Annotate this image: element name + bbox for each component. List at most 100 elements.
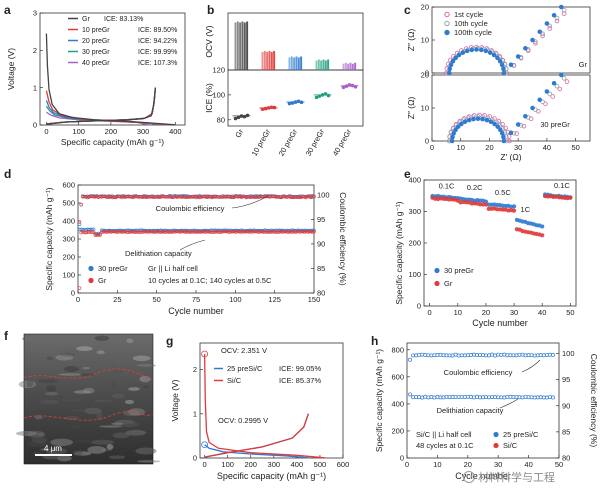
panel-a-y-tick-label: 0 xyxy=(33,121,37,130)
panel-h-y-tick-label: 600 xyxy=(391,372,404,381)
panel-c-x-tick-label: 30 xyxy=(514,143,522,152)
panel-d-ce-point xyxy=(183,195,187,199)
panel-label-b: b xyxy=(207,3,214,17)
panel-d-ce-point xyxy=(271,194,275,199)
panel-d-capacity-point xyxy=(85,230,90,235)
panel-b: OCV (V) ICE (%)80 100 120 Gr 10 preGr 20 preGr… xyxy=(204,12,364,158)
panel-d-ce-point xyxy=(239,194,244,199)
panel-b-category-label: 10 preGr xyxy=(250,127,273,158)
panel-d-ce-point xyxy=(214,194,219,199)
sem-texture xyxy=(94,335,110,341)
panel-d-capacity-point xyxy=(277,230,282,234)
panel-b-category-label: 20 preGr xyxy=(277,127,300,158)
panel-d-capacity-point xyxy=(150,230,154,234)
panel-d-right-y-tick-label: 80 xyxy=(317,289,325,298)
panel-c-y-tick-label: 10 xyxy=(421,104,429,113)
panel-e-x-tick-label: 50 xyxy=(566,308,574,317)
panel-d-ce-point xyxy=(181,195,186,199)
panel-d-capacity-point xyxy=(304,229,308,234)
panel-h-right-y-tick-label: 90 xyxy=(562,401,570,410)
panel-e-y-tick-label: 300 xyxy=(408,207,421,216)
sem-texture xyxy=(128,408,145,416)
panel-c-legend-marker xyxy=(444,20,450,27)
panel-d-capacity-point xyxy=(129,230,134,234)
panel-h-xlabel: Cycle number xyxy=(455,471,511,481)
panel-g-x-tick-label: 100 xyxy=(221,460,234,469)
panel-d-capacity-point xyxy=(293,230,297,234)
panel-d-capacity-point xyxy=(257,230,261,234)
panel-d-ce-point xyxy=(101,194,105,198)
panel-d-capacity-point xyxy=(244,229,249,234)
panel-d-capacity-point xyxy=(230,230,234,234)
panel-d-ce-point xyxy=(241,194,245,198)
panel-d-capacity-point xyxy=(276,230,280,234)
panel-d-ce-point xyxy=(178,195,182,199)
sem-texture xyxy=(111,422,124,426)
panel-e-legend-name: 30 preGr xyxy=(444,266,474,275)
panel-a-legend-name: 10 preGr xyxy=(82,27,110,34)
panel-c-point-bottom xyxy=(557,86,563,92)
panel-label-d: d xyxy=(4,167,11,181)
watermark-text: 材料科学与工程 xyxy=(478,470,555,484)
sem-texture xyxy=(139,375,151,383)
panel-d-capacity-point xyxy=(258,229,263,234)
sem-texture xyxy=(83,387,95,394)
panel-b-ocv-bar xyxy=(300,56,303,70)
panel-d-capacity-point xyxy=(169,230,173,234)
panel-h-cell-annotation: Si/C || Li half cell xyxy=(416,430,472,439)
panel-d-ce-point xyxy=(129,195,134,199)
sem-texture xyxy=(136,364,157,367)
panel-a-x-tick-label: 200 xyxy=(105,127,118,136)
panel-d-capacity-point xyxy=(98,233,102,237)
panel-d-capacity-point xyxy=(283,229,288,234)
panel-d-ce-point xyxy=(110,195,115,200)
panel-b-ocv-bar xyxy=(322,59,325,70)
panel-h: 0 10 20 30 40 50 0 200 400 600 800 80 85 90 95 100 Cycle… xyxy=(374,342,599,481)
panel-a-y-tick-label: 3 xyxy=(33,9,37,18)
panel-d-capacity-point xyxy=(186,230,190,234)
panel-d-capacity-point xyxy=(225,229,230,234)
panel-g-ocv-marker-low xyxy=(201,441,209,449)
panel-b-category-label: Gr xyxy=(233,127,245,139)
panel-d-y-tick-label: 0 xyxy=(71,289,75,298)
panel-h-x-tick-label: 50 xyxy=(555,460,563,469)
panel-label-c: c xyxy=(404,3,411,17)
panel-d-capacity-point xyxy=(252,229,256,234)
sem-texture xyxy=(16,430,38,436)
panel-d-legend-marker xyxy=(88,277,94,284)
panel-g-discharge-25 preSi/C xyxy=(204,444,309,459)
panel-b-ocv-bar xyxy=(295,56,298,70)
panel-label-e: e xyxy=(404,167,411,181)
panel-e-point xyxy=(483,202,489,207)
panel-d-ce-point xyxy=(87,195,91,199)
panel-c-point-top xyxy=(447,66,452,72)
panel-c-point-bottom xyxy=(492,121,497,127)
panel-d-capacity-point xyxy=(232,229,236,234)
sem-texture xyxy=(118,421,140,428)
sem-texture xyxy=(87,445,107,454)
panel-d-capacity-point xyxy=(79,227,83,232)
panel-e-rate-label: 0.2C xyxy=(467,183,483,192)
panel-d-capacity-point xyxy=(117,230,121,234)
panel-e-x-tick-label: 10 xyxy=(454,308,462,317)
sem-texture xyxy=(71,409,88,412)
panel-a-x-tick-label: 0 xyxy=(44,127,48,136)
panel-d-capacity-point xyxy=(180,229,184,234)
panel-d-ce-point xyxy=(306,194,310,199)
panel-c-point-top xyxy=(515,54,521,59)
panel-d-protocol-annotation: 10 cycles at 0.1C; 140 cycles at 0.5C xyxy=(148,276,272,285)
panel-d-capacity-point xyxy=(266,230,271,234)
sem-texture xyxy=(109,381,118,387)
panel-d-capacity-point xyxy=(224,229,228,234)
panel-d-capacity-point xyxy=(192,230,197,234)
panel-d-ce-point xyxy=(98,194,102,199)
panel-d-ce-point xyxy=(154,194,159,199)
sem-texture xyxy=(125,429,147,436)
panel-d-x-tick-label: 25 xyxy=(113,295,121,304)
panel-c-point-bottom xyxy=(453,127,458,133)
panel-d-capacity-point xyxy=(77,227,82,232)
panel-g-ocv-low: OCV: 0.2995 V xyxy=(218,416,268,425)
panel-d-ce-point xyxy=(298,195,302,200)
panel-d-ce-point xyxy=(282,194,286,199)
panel-d-ce-point xyxy=(216,195,220,199)
